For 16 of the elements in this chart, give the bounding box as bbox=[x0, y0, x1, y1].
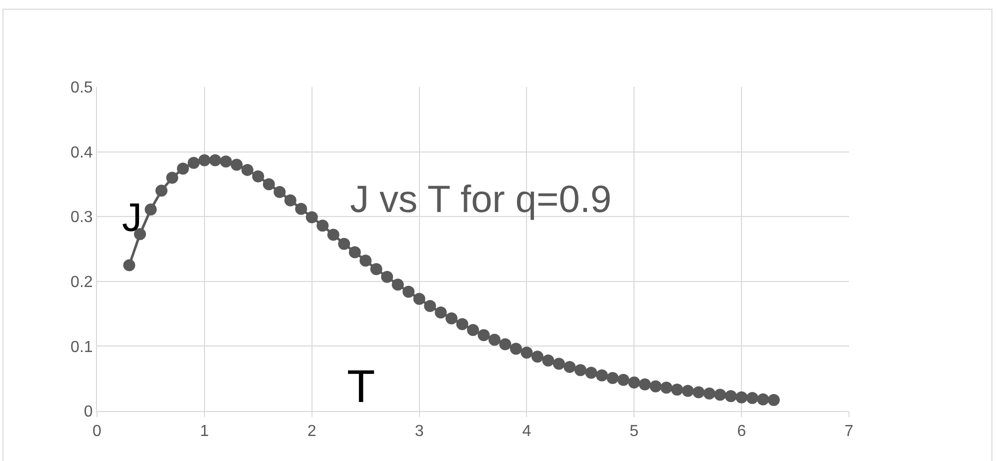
x-tick-label: 5 bbox=[630, 423, 639, 440]
y-tick-label: 0.3 bbox=[70, 209, 93, 226]
y-axis-title: J bbox=[122, 196, 142, 240]
x-tick-label: 7 bbox=[844, 423, 854, 440]
x-tick-label: 2 bbox=[307, 423, 316, 440]
x-tick-label: 1 bbox=[200, 423, 209, 440]
x-tick-label: 4 bbox=[522, 423, 532, 440]
text: J vs T for q=0.9 bbox=[350, 179, 612, 221]
x-tick-label: 3 bbox=[414, 423, 424, 440]
y-tick-label: 0.4 bbox=[70, 144, 93, 162]
y-tick-label: 0.1 bbox=[70, 338, 93, 356]
y-tick-label: 0.5 bbox=[70, 80, 93, 97]
y-tick-label: 0.2 bbox=[70, 274, 93, 291]
y-tick-label: 0 bbox=[84, 404, 93, 421]
x-tick-label: 6 bbox=[737, 423, 746, 440]
x-axis-title: T bbox=[347, 360, 376, 412]
